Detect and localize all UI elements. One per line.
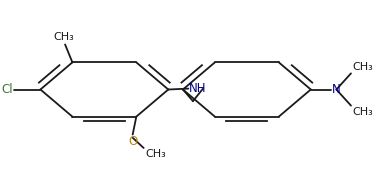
Text: CH₃: CH₃: [352, 107, 373, 117]
Text: N: N: [332, 83, 340, 96]
Text: NH: NH: [189, 82, 207, 95]
Text: O: O: [128, 136, 137, 148]
Text: CH₃: CH₃: [352, 62, 373, 72]
Text: Cl: Cl: [1, 83, 13, 96]
Text: CH₃: CH₃: [54, 32, 74, 42]
Text: CH₃: CH₃: [146, 149, 166, 159]
